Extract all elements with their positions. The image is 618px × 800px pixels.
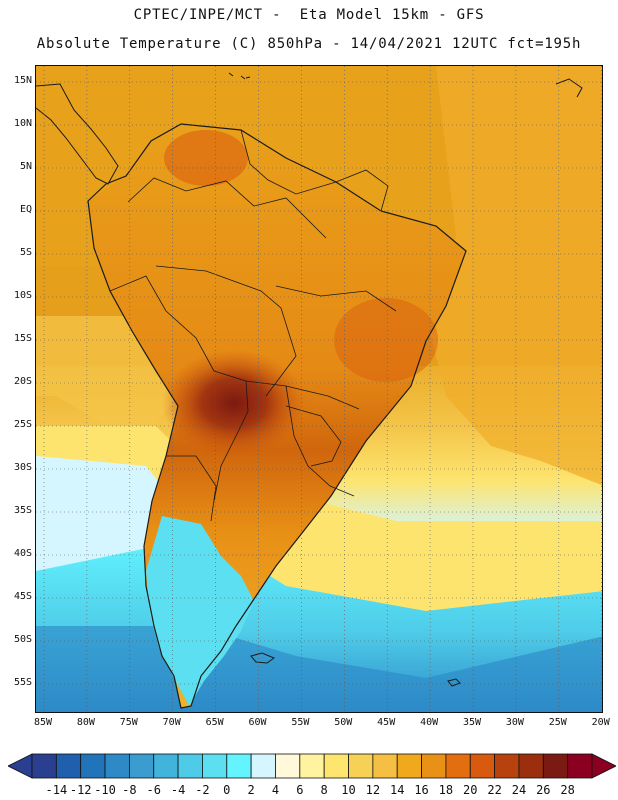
longitude-label: 65W (205, 717, 224, 728)
latitude-label: 15N (13, 75, 32, 86)
legend-color-bin (226, 753, 252, 779)
legend-tick-label: 20 (463, 783, 478, 797)
longitude-label: 85W (33, 717, 53, 728)
legend-color-bin (128, 753, 155, 779)
latitude-label: 5S (19, 247, 32, 258)
legend-color-bin (153, 753, 179, 779)
legend-tick-label: 6 (296, 783, 304, 797)
legend-color-bin (55, 753, 82, 779)
legend-tick-label: 22 (487, 783, 502, 797)
legend-color-bin (299, 753, 325, 779)
latitude-label: 20S (13, 376, 32, 387)
longitude-label: 50W (334, 717, 353, 728)
legend-left-arrow (8, 753, 33, 779)
legend-color-bin (80, 753, 106, 779)
legend-color-bin (567, 753, 593, 779)
legend-color-bin (542, 753, 569, 779)
legend-tick-label: -6 (146, 783, 161, 797)
legend-color-bin (518, 753, 544, 779)
longitude-grid (43, 66, 602, 712)
latitude-label: EQ (19, 204, 32, 215)
latitude-label: 55S (13, 677, 32, 688)
legend-color-bin (31, 753, 57, 779)
atlantic-cooler-band (426, 66, 602, 486)
legend-tick-label: 4 (271, 783, 280, 797)
legend-tick-label: 18 (438, 783, 454, 797)
country-borders (109, 129, 397, 522)
legend-color-bin (469, 753, 496, 779)
caribbean-islands (228, 72, 583, 98)
legend-tick-label: -8 (122, 783, 137, 797)
legend-color-bin (372, 753, 398, 779)
legend-color-bin (104, 753, 130, 779)
legend-color-bin (202, 753, 228, 779)
legend-color-bin (275, 753, 301, 779)
central-heat-core (162, 349, 306, 457)
legend-color-bin (250, 753, 276, 779)
legend-color-bin (323, 753, 349, 779)
longitude-label: 80W (76, 717, 95, 728)
legend-tick-label: 8 (320, 783, 328, 797)
longitude-label: 35W (462, 717, 482, 728)
falkland-islands (250, 652, 276, 664)
map-title-line-1: CPTEC/INPE/MCT - Eta Model 15km - GFS (133, 7, 485, 23)
latitude-label: 50S (13, 634, 32, 645)
latitude-label: 10S (13, 290, 32, 301)
legend-color-bin (396, 753, 422, 779)
latitude-label: 5N (19, 161, 32, 172)
legend-color-bin (445, 753, 471, 779)
legend-color-bin (421, 753, 447, 779)
legend-tick-label: -10 (94, 783, 116, 797)
temperature-map-frame (35, 65, 603, 713)
legend-bar (8, 753, 616, 779)
legend-color-bin (177, 753, 203, 779)
longitude-label: 30W (505, 717, 524, 728)
longitude-label: 20W (591, 717, 610, 728)
temperature-color-legend (8, 752, 616, 780)
longitude-label: 75W (119, 717, 138, 728)
longitude-label: 55W (291, 717, 310, 728)
latitude-label: 10N (13, 118, 32, 129)
northern-andes-heat (164, 130, 248, 186)
longitude-label: 70W (162, 717, 181, 728)
map-title-line-2: Absolute Temperature (C) 850hPa - 14/04/… (36, 36, 582, 52)
legend-tick-label: 26 (536, 783, 551, 797)
latitude-label: 40S (13, 548, 32, 559)
latitude-label: 15S (13, 333, 32, 344)
legend-tick-label: -4 (170, 783, 186, 797)
legend-color-bin (494, 753, 520, 779)
latitude-grid (36, 81, 602, 685)
legend-color-bin (348, 753, 374, 779)
south-georgia-island (447, 678, 461, 687)
legend-tick-label: 16 (414, 783, 429, 797)
legend-right-arrow (591, 753, 616, 779)
longitude-label: 45W (377, 717, 396, 728)
latitude-label: 30S (13, 462, 32, 473)
brazil-heat-area (334, 298, 438, 382)
legend-tick-label: -14 (45, 783, 68, 797)
legend-tick-label: 10 (341, 783, 356, 797)
legend-tick-label: -2 (195, 783, 210, 797)
longitude-label: 25W (548, 717, 567, 728)
latitude-label: 45S (13, 591, 32, 602)
legend-tick-label: 28 (560, 783, 575, 797)
temperature-map (36, 66, 602, 712)
longitude-label: 60W (248, 717, 267, 728)
legend-tick-label: 14 (389, 783, 405, 797)
legend-tick-label: 0 (223, 783, 231, 797)
legend-tick-label: 12 (365, 783, 381, 797)
latitude-label: 25S (13, 419, 32, 430)
longitude-label: 40W (420, 717, 439, 728)
latitude-label: 35S (13, 505, 32, 516)
legend-tick-label: -12 (69, 783, 92, 797)
legend-tick-label: 24 (511, 783, 527, 797)
central-america-coastline (36, 83, 119, 185)
legend-tick-label: 2 (247, 783, 255, 797)
